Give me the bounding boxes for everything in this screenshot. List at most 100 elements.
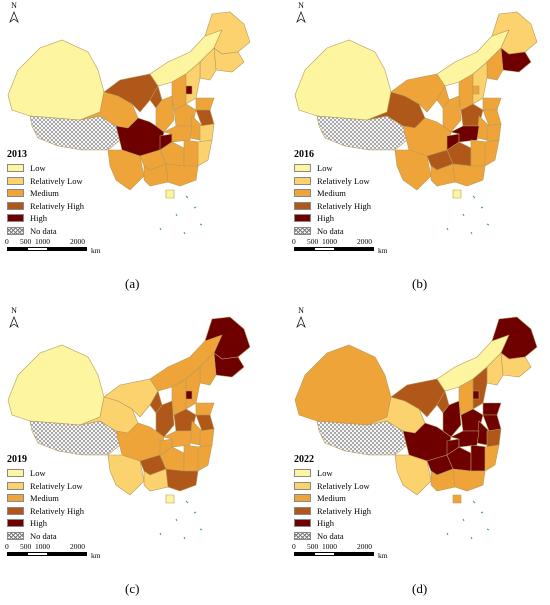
scale-tick: 0: [292, 237, 296, 246]
region-heilongjiang: [491, 316, 538, 360]
legend-label: Low: [30, 163, 46, 173]
legend-item-relatively-low: Relatively Low: [7, 175, 84, 188]
legend-swatch: [294, 189, 311, 198]
scale-unit: km: [378, 551, 388, 560]
region-fujian: [197, 444, 213, 472]
scale-tick: 500: [307, 542, 319, 551]
region-hubei: [450, 125, 480, 143]
scale-tick: 0: [292, 542, 296, 551]
scale-bar: 0 500 1000 2000 km: [5, 542, 127, 560]
legend-swatch: [7, 519, 24, 528]
south-china-sea-islands: [159, 500, 203, 540]
china-choropleth-map: [294, 316, 538, 540]
region-hainan: [452, 494, 462, 504]
china-choropleth-map: [7, 11, 251, 235]
region-tibet: [29, 115, 121, 151]
legend-label: Medium: [30, 188, 59, 198]
south-china-sea-islands: [446, 195, 490, 235]
scale-tick: 500: [307, 237, 319, 246]
region-jiangxi: [183, 444, 201, 472]
region-guangdong: [165, 468, 199, 492]
region-fujian: [484, 444, 500, 472]
legend-swatch: [294, 214, 311, 223]
region-shandong: [195, 402, 215, 416]
legend-swatch: [294, 176, 311, 185]
scale-bar-graphic: [7, 247, 87, 251]
legend-item-medium: Medium: [294, 187, 371, 200]
legend-swatch: [7, 214, 24, 223]
legend: Low Relatively Low Medium Relatively High Hi…: [7, 162, 84, 237]
region-hubei: [450, 430, 480, 448]
region-shandong: [482, 97, 502, 111]
region-hainan: [165, 494, 175, 504]
legend-label: Relatively High: [317, 200, 372, 211]
legend-item-high: High: [7, 517, 84, 530]
region-zhejiang: [486, 428, 502, 448]
region-yunnan: [394, 454, 432, 496]
china-choropleth-map: [294, 11, 538, 235]
region-heilongjiang: [204, 316, 251, 360]
legend-label: Relatively High: [317, 505, 372, 516]
china-choropleth-map: [7, 316, 251, 540]
scale-tick: 2000: [70, 542, 85, 551]
scale-bar-graphic: [294, 552, 374, 556]
legend-item-low: Low: [7, 467, 84, 480]
panel-caption: (d): [412, 581, 428, 596]
legend-swatch: [7, 189, 24, 198]
region-jiangxi: [183, 139, 201, 167]
legend-swatch: [294, 469, 311, 478]
legend-swatch: [294, 494, 311, 503]
legend-label: Relatively High: [30, 200, 85, 211]
region-shandong: [195, 97, 215, 111]
scale-tick: 500: [20, 237, 32, 246]
legend-item-relatively-high: Relatively High: [7, 505, 84, 518]
region-yunnan: [107, 149, 145, 191]
legend-swatch: [7, 226, 24, 235]
legend-item-relatively-high: Relatively High: [294, 505, 371, 518]
panel-caption: (b): [412, 276, 428, 291]
region-hubei: [163, 125, 193, 143]
scale-bar: 0 500 1000 2000 km: [292, 542, 414, 560]
region-guangdong: [165, 163, 199, 187]
legend-swatch: [294, 519, 311, 528]
north-label: N: [11, 306, 17, 315]
north-arrow-icon: [296, 11, 306, 24]
map-panel-2013: N 2013 Low Relatively Low Medium Relatively H…: [0, 0, 275, 300]
legend-item-high: High: [294, 517, 371, 530]
scale-unit: km: [91, 246, 101, 255]
legend-swatch: [7, 164, 24, 173]
legend-label: Low: [30, 468, 46, 478]
legend-swatch: [7, 506, 24, 515]
region-hainan: [452, 189, 462, 199]
region-zhejiang: [199, 428, 215, 448]
region-guangdong: [452, 163, 486, 187]
legend-swatch: [7, 201, 24, 210]
region-xinjiang: [294, 344, 392, 426]
scale-unit: km: [91, 551, 101, 560]
region-hainan: [165, 189, 175, 199]
legend-item-relatively-low: Relatively Low: [294, 480, 371, 493]
legend-label: Relatively Low: [317, 175, 370, 186]
legend-label: Medium: [317, 188, 346, 198]
scale-bar: 0 500 1000 2000 km: [5, 237, 127, 255]
legend-label: Medium: [317, 493, 346, 503]
legend-item-medium: Medium: [7, 492, 84, 505]
north-arrow-icon: [9, 316, 19, 329]
map-panel-2016: N 2016 Low Relatively Low Medium Relatively H…: [287, 0, 550, 300]
panel-caption: (a): [125, 276, 140, 291]
region-hubei: [163, 430, 193, 448]
legend-label: No data: [30, 530, 57, 541]
legend-label: High: [30, 518, 47, 528]
region-fujian: [197, 139, 213, 167]
north-arrow-icon: [296, 316, 306, 329]
legend-label: High: [30, 213, 47, 223]
legend-item-high: High: [7, 212, 84, 225]
legend-item-high: High: [294, 212, 371, 225]
legend-label: Relatively Low: [317, 480, 370, 491]
legend-swatch: [294, 164, 311, 173]
legend: Low Relatively Low Medium Relatively High Hi…: [294, 162, 371, 237]
scale-tick: 2000: [357, 237, 372, 246]
south-china-sea-islands: [446, 500, 490, 540]
region-yunnan: [394, 149, 432, 191]
legend-item-relatively-low: Relatively Low: [294, 175, 371, 188]
